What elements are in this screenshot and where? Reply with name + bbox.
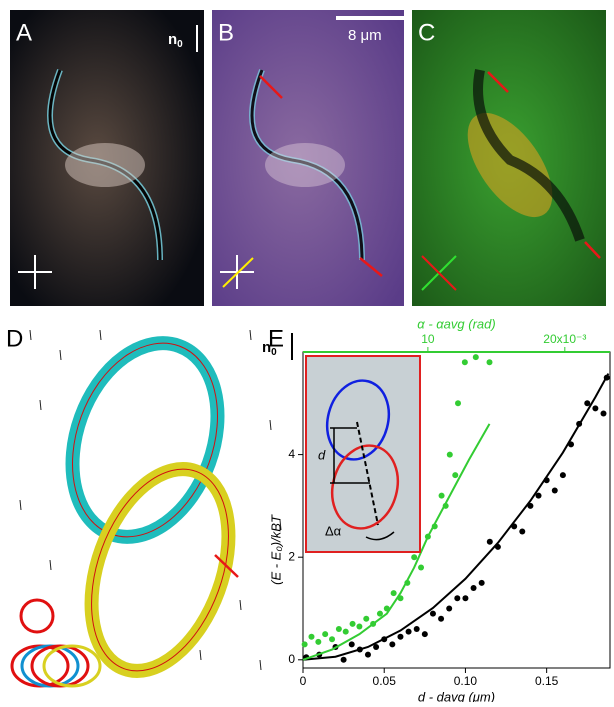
inset-label: d bbox=[318, 447, 326, 462]
data-point bbox=[455, 400, 461, 406]
data-point bbox=[519, 529, 525, 535]
y-tick-label: 0 bbox=[288, 652, 295, 666]
inset-label: Δα bbox=[325, 523, 342, 538]
data-point bbox=[454, 595, 460, 601]
panel-label: A bbox=[16, 19, 32, 46]
x2-axis-label: α - αavg (rad) bbox=[417, 316, 495, 331]
data-point bbox=[322, 631, 328, 637]
data-point bbox=[414, 626, 420, 632]
director-field bbox=[20, 330, 281, 670]
director-label: n bbox=[262, 339, 271, 356]
data-point bbox=[418, 564, 424, 570]
data-point bbox=[389, 641, 395, 647]
data-point bbox=[315, 639, 321, 645]
x2-tick-label: 10 bbox=[421, 332, 435, 346]
data-point bbox=[377, 611, 383, 617]
data-point bbox=[473, 354, 479, 360]
data-point bbox=[462, 359, 468, 365]
data-point bbox=[406, 629, 412, 635]
data-point bbox=[487, 359, 493, 365]
data-point bbox=[302, 641, 308, 647]
x-tick-label: 0.05 bbox=[373, 674, 397, 688]
panel-c bbox=[412, 10, 606, 306]
glow bbox=[265, 143, 345, 187]
panel-label: B bbox=[218, 19, 234, 46]
data-point bbox=[439, 493, 445, 499]
data-point bbox=[462, 595, 468, 601]
panel-d bbox=[12, 323, 281, 690]
x2-tick-label: 20x10⁻³ bbox=[543, 332, 586, 346]
data-point bbox=[391, 590, 397, 596]
data-point bbox=[479, 580, 485, 586]
data-point bbox=[601, 411, 607, 417]
data-point bbox=[487, 539, 493, 545]
glow bbox=[65, 143, 145, 187]
x-tick-label: 0.15 bbox=[535, 674, 559, 688]
director-label: n bbox=[168, 31, 177, 48]
y-tick-label: 4 bbox=[288, 447, 295, 461]
x-axis-label: d - davg (μm) bbox=[418, 689, 495, 702]
panel-a bbox=[10, 10, 204, 306]
data-point bbox=[349, 641, 355, 647]
scale-label: 8 μm bbox=[348, 27, 382, 44]
y-axis-label: (E - E₀)/kBT bbox=[268, 514, 283, 585]
legend-ring bbox=[21, 600, 53, 632]
data-point bbox=[363, 616, 369, 622]
data-point bbox=[560, 472, 566, 478]
data-point bbox=[446, 605, 452, 611]
data-point bbox=[350, 621, 356, 627]
panel-label: D bbox=[6, 325, 23, 352]
director-sub: 0 bbox=[177, 39, 183, 50]
panel-b bbox=[212, 10, 404, 306]
data-point bbox=[411, 554, 417, 560]
ring-cyan bbox=[47, 323, 243, 557]
figure: A B C D E 8 μm n0 n0 02400.050.100.15102… bbox=[0, 0, 614, 702]
data-point bbox=[343, 629, 349, 635]
data-point bbox=[365, 652, 371, 658]
data-point bbox=[329, 636, 335, 642]
data-point bbox=[336, 626, 342, 632]
data-point bbox=[592, 405, 598, 411]
director-sub: 0 bbox=[271, 347, 277, 358]
data-point bbox=[552, 488, 558, 494]
panel-label: C bbox=[418, 19, 435, 46]
data-point bbox=[447, 452, 453, 458]
data-point bbox=[356, 623, 362, 629]
y-tick-label: 2 bbox=[288, 549, 295, 563]
data-point bbox=[438, 616, 444, 622]
data-point bbox=[341, 657, 347, 663]
data-point bbox=[452, 472, 458, 478]
data-point bbox=[471, 585, 477, 591]
data-point bbox=[397, 634, 403, 640]
data-point bbox=[584, 400, 590, 406]
x-tick-label: 0 bbox=[300, 674, 307, 688]
data-point bbox=[430, 611, 436, 617]
inset: d Δα bbox=[306, 356, 420, 552]
data-point bbox=[308, 634, 314, 640]
data-point bbox=[422, 631, 428, 637]
x-tick-label: 0.10 bbox=[454, 674, 478, 688]
